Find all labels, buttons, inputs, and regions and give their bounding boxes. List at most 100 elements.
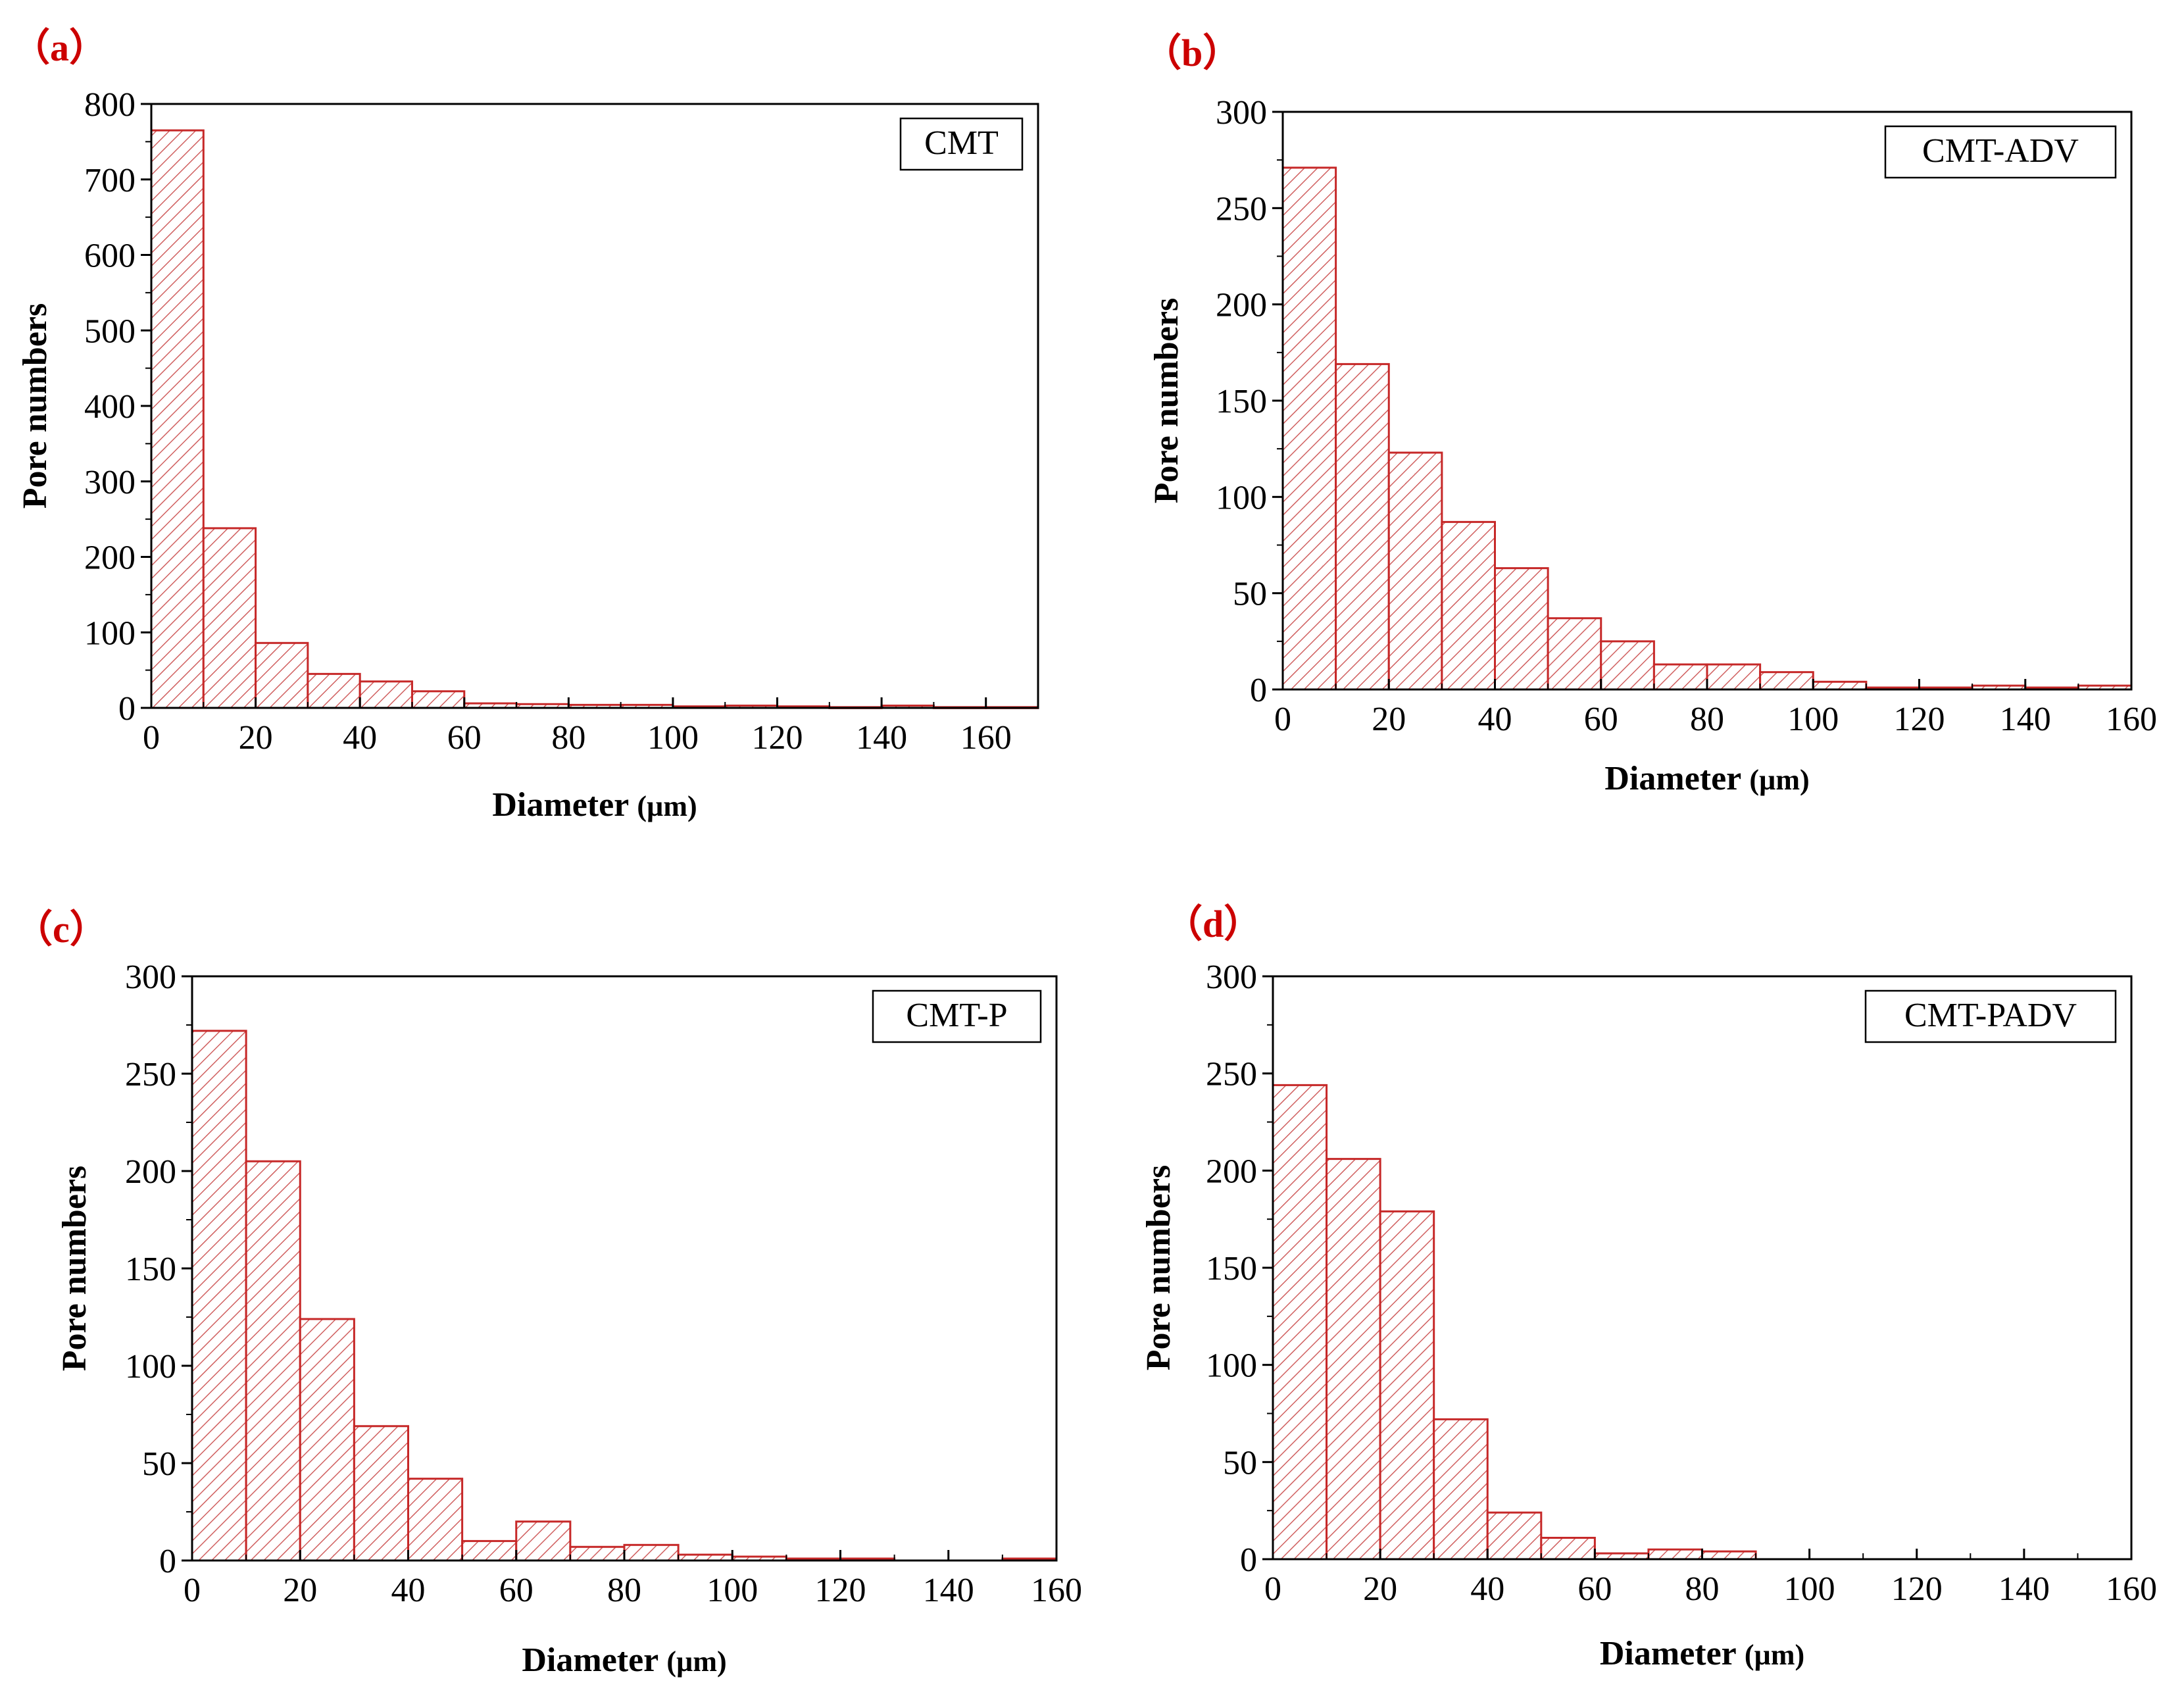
y-tick-label: 300: [125, 959, 176, 996]
legend-box: [872, 989, 1042, 1043]
y-tick-label: 50: [142, 1445, 176, 1483]
panel-label: （a）: [12, 26, 107, 69]
y-tick-label: 100: [84, 614, 136, 652]
histogram-bar: [1433, 1418, 1489, 1561]
x-axis-title: Diameter (µm): [1604, 760, 1809, 797]
y-tick-label: 200: [125, 1153, 176, 1191]
panel-c: （c） 0 20 40 60 80 100 120 140 160 0 50 100 150 200 250 3…: [14, 908, 1082, 1679]
x-tick-label: 140: [856, 719, 907, 757]
histogram-bar: [569, 1545, 626, 1562]
histogram-bar: [1759, 671, 1814, 691]
y-tick-label: 50: [1233, 576, 1267, 613]
y-tick-label: 250: [1216, 190, 1267, 228]
x-axis-unit: (µm): [637, 790, 697, 822]
y-tick-label: 100: [1216, 479, 1267, 516]
x-tick-label: 80: [1685, 1570, 1720, 1608]
legend-box: [1864, 989, 2117, 1043]
histogram-bar: [1281, 166, 1337, 691]
histogram-bar: [1652, 663, 1708, 691]
x-tick-label: 80: [607, 1572, 641, 1609]
x-axis-title: Diameter (µm): [492, 786, 697, 824]
histogram-bar: [1701, 1550, 1757, 1561]
panel-label: （c）: [14, 908, 108, 951]
histogram-bar: [1441, 520, 1496, 691]
y-tick-label: 200: [1206, 1153, 1257, 1190]
histogram-bar: [1540, 1537, 1596, 1561]
x-tick-label: 100: [1787, 701, 1839, 738]
panel-d: （d） 0 20 40 60 80 100 120 140 160 0 50 100 150 200 250 3…: [1140, 903, 2157, 1672]
histogram-bar: [202, 527, 257, 709]
histogram-bar: [255, 641, 309, 709]
x-tick-label: 140: [923, 1572, 974, 1609]
histogram-bar: [150, 129, 205, 709]
x-tick-label: 100: [707, 1572, 758, 1609]
x-tick-label: 80: [551, 719, 585, 757]
x-tick-label: 160: [2106, 1570, 2157, 1608]
x-tick-label: 40: [1470, 1570, 1504, 1608]
histogram-bar: [1647, 1548, 1703, 1561]
legend-label: CMT-P: [906, 997, 1007, 1034]
x-tick-label: 140: [1998, 1570, 2050, 1608]
histogram-bar: [299, 1318, 355, 1562]
legend-label: CMT: [924, 124, 999, 162]
y-tick-label: 150: [1206, 1250, 1257, 1287]
y-tick-label: 150: [125, 1251, 176, 1288]
y-tick-label: 700: [84, 162, 136, 199]
y-tick-label: 0: [1250, 672, 1267, 709]
y-tick-label: 200: [84, 539, 136, 577]
x-axis-title: Diameter (µm): [1600, 1635, 1804, 1672]
x-tick-label: 160: [1031, 1572, 1082, 1609]
x-tick-label: 120: [1891, 1570, 1943, 1608]
legend-label: CMT-ADV: [1922, 132, 2079, 170]
x-tick-label: 120: [752, 719, 803, 757]
histogram-bar: [191, 1030, 247, 1562]
y-tick-label: 150: [1216, 383, 1267, 420]
histogram-bar: [1335, 362, 1390, 691]
x-tick-label: 60: [1584, 701, 1618, 738]
x-tick-label: 60: [499, 1572, 534, 1609]
y-tick-label: 250: [125, 1056, 176, 1093]
panel-b: （b） 0 20 40 60 80 100 120 140 160 0 50 100 150 200 250 3…: [1143, 32, 2157, 797]
histogram-bar: [1494, 567, 1549, 691]
histogram-bar: [245, 1160, 301, 1562]
x-tick-label: 160: [960, 719, 1012, 757]
plot-frame: [150, 103, 1039, 709]
x-tick-label: 0: [1264, 1570, 1281, 1608]
x-tick-label: 160: [2106, 701, 2157, 738]
y-tick-label: 600: [84, 237, 136, 275]
histogram-bar: [515, 1520, 572, 1562]
histogram-bar: [1379, 1210, 1435, 1561]
x-tick-label: 80: [1690, 701, 1724, 738]
y-tick-label: 300: [84, 464, 136, 501]
legend-box: [1884, 125, 2117, 179]
x-tick-label: 60: [1577, 1570, 1612, 1608]
x-tick-label: 120: [1894, 701, 1945, 738]
x-tick-label: 140: [2000, 701, 2051, 738]
y-tick-label: 0: [1240, 1541, 1257, 1579]
legend-box: [899, 117, 1024, 171]
y-tick-label: 0: [159, 1543, 176, 1580]
x-tick-label: 20: [1372, 701, 1406, 738]
histogram-bar: [1706, 663, 1762, 691]
histogram-bar: [359, 680, 413, 709]
x-tick-label: 0: [143, 719, 160, 757]
x-tick-label: 100: [647, 719, 699, 757]
y-tick-label: 250: [1206, 1056, 1257, 1093]
x-axis-title: Diameter (µm): [522, 1641, 726, 1679]
x-axis-unit: (µm): [666, 1645, 726, 1678]
histogram-bar: [1326, 1158, 1381, 1561]
histogram-bar: [1600, 640, 1655, 691]
y-tick-label: 400: [84, 388, 136, 426]
histogram-bar: [1547, 617, 1602, 691]
histogram-bar: [1812, 680, 1868, 691]
y-axis-title: Pore numbers: [56, 1166, 93, 1371]
histogram-bar: [307, 672, 361, 709]
x-tick-label: 40: [1478, 701, 1512, 738]
histogram-bar: [623, 1543, 680, 1562]
x-tick-label: 120: [815, 1572, 866, 1609]
y-tick-label: 50: [1223, 1444, 1257, 1482]
x-tick-label: 20: [283, 1572, 317, 1609]
histogram-bar: [1272, 1084, 1328, 1561]
